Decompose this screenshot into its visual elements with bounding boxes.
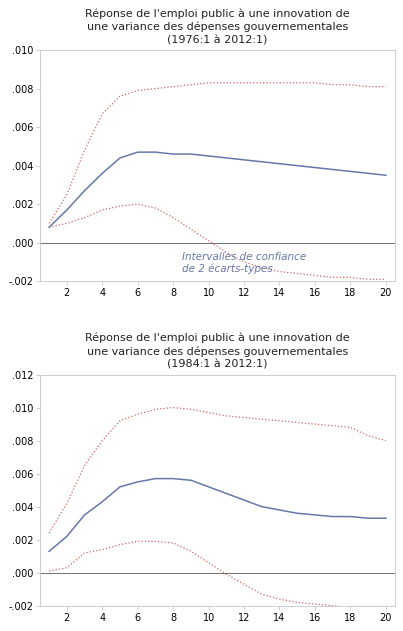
Text: Intervalles de confiance
de 2 écarts-types: Intervalles de confiance de 2 écarts-typ… <box>182 252 306 274</box>
Title: Réponse de l'emploi public à une innovation de
une variance des dépenses gouvern: Réponse de l'emploi public à une innovat… <box>85 8 350 45</box>
Title: Réponse de l'emploi public à une innovation de
une variance des dépenses gouvern: Réponse de l'emploi public à une innovat… <box>85 333 350 370</box>
